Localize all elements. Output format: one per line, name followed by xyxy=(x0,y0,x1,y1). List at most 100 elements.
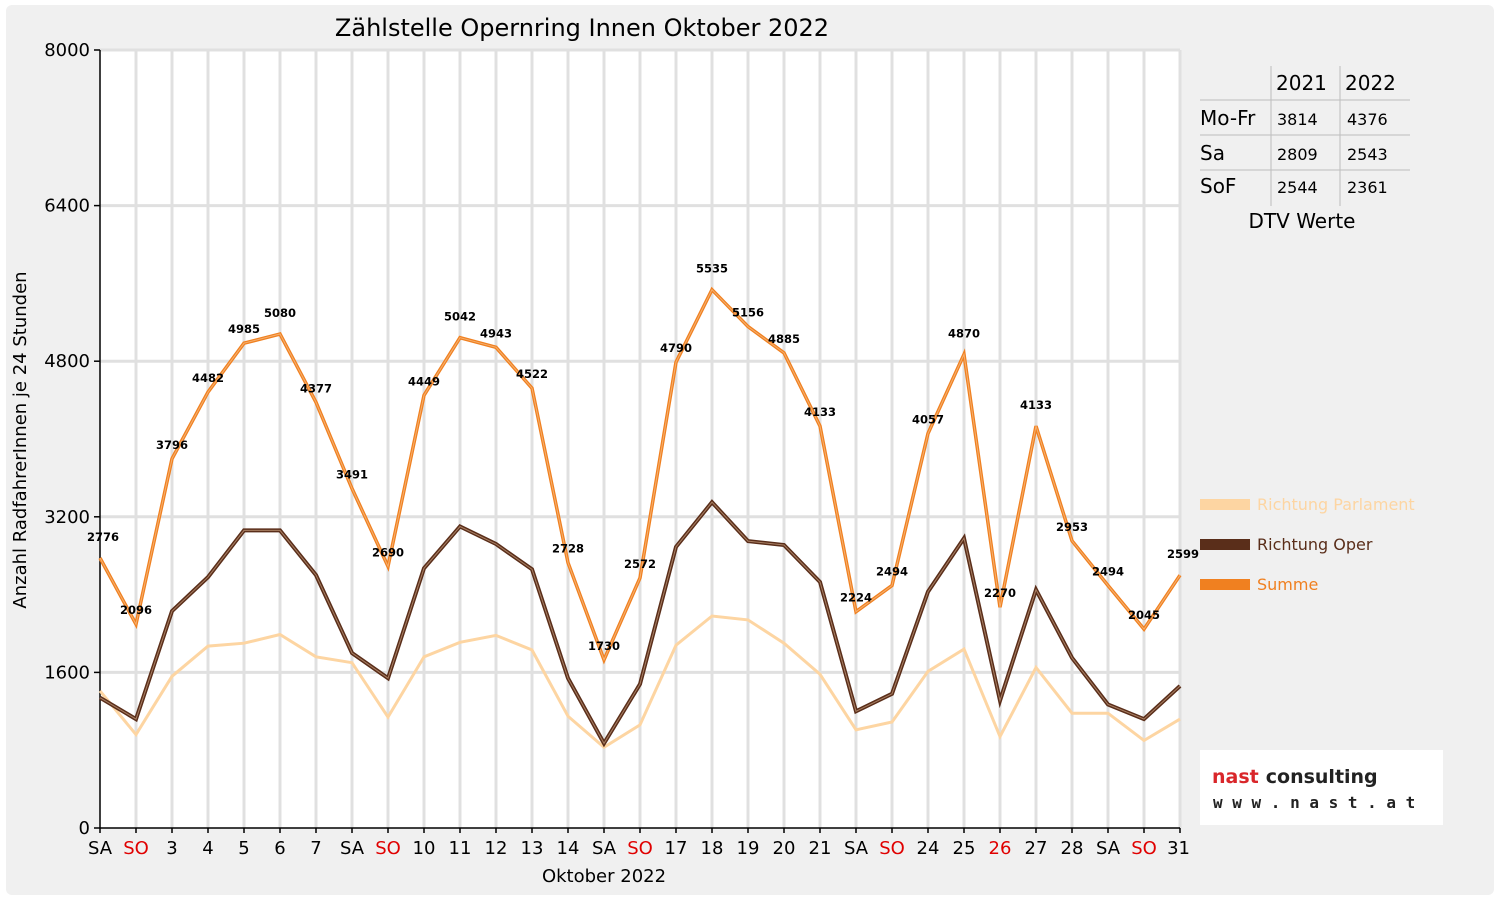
series-line-highlight xyxy=(99,501,1181,745)
data-label: 4522 xyxy=(516,367,548,381)
logo-wordmark: nast consulting xyxy=(1212,766,1378,788)
data-label: 2270 xyxy=(984,586,1016,600)
dtv-year-2021: 2021 xyxy=(1276,71,1327,95)
legend-swatch-oper xyxy=(1200,539,1250,550)
data-label: 4870 xyxy=(948,326,980,340)
y-tick-label: 1600 xyxy=(44,662,90,683)
data-label: 2572 xyxy=(624,557,656,571)
data-label: 2953 xyxy=(1056,520,1088,534)
x-tick-label: 31 xyxy=(1167,838,1190,859)
data-label: 2494 xyxy=(1092,564,1124,578)
x-tick-label: 7 xyxy=(310,838,321,859)
dtv-cell: 4376 xyxy=(1347,110,1388,129)
x-tick-label: 12 xyxy=(485,838,508,859)
series-lines xyxy=(98,286,1182,750)
data-label: 2224 xyxy=(840,591,872,605)
data-label: 2690 xyxy=(372,545,404,559)
x-tick-label: SA xyxy=(1096,838,1121,859)
dtv-cell: 2809 xyxy=(1277,145,1318,164)
x-tick-label: 3 xyxy=(166,838,177,859)
nast-consulting-logo: nast consulting w w w . n a s t . a t xyxy=(1200,750,1443,825)
x-tick-label: 6 xyxy=(274,838,285,859)
data-label: 4133 xyxy=(1020,398,1052,412)
logo-word-nast: nast xyxy=(1212,766,1259,788)
dtv-cell: 2544 xyxy=(1277,178,1318,197)
y-tick-label: 8000 xyxy=(44,40,90,61)
x-tick-label: 5 xyxy=(238,838,249,859)
data-label: 2494 xyxy=(876,564,908,578)
y-tick-label: 3200 xyxy=(44,507,90,528)
x-tick-label: 18 xyxy=(701,838,724,859)
legend-swatch-parlament xyxy=(1200,499,1250,510)
data-label: 1730 xyxy=(588,639,620,653)
x-tick-label: 26 xyxy=(989,838,1012,859)
x-tick-label: SA xyxy=(844,838,869,859)
y-tick-label: 0 xyxy=(79,818,90,839)
x-tick-label: 27 xyxy=(1025,838,1048,859)
data-label: 2776 xyxy=(87,530,119,544)
data-label: 4790 xyxy=(660,341,692,355)
x-tick-label: SO xyxy=(123,838,149,859)
x-tick-label: SA xyxy=(592,838,617,859)
dtv-cell: 2361 xyxy=(1347,178,1388,197)
series-line-highlight xyxy=(99,288,1181,662)
dtv-cell: 3814 xyxy=(1277,110,1318,129)
x-tick-label: 10 xyxy=(413,838,436,859)
x-tick-label: SO xyxy=(627,838,653,859)
data-label: 2599 xyxy=(1167,547,1199,561)
dtv-caption: DTV Werte xyxy=(1249,209,1356,233)
x-tick-label: SO xyxy=(1131,838,1157,859)
y-tick-label: 6400 xyxy=(44,196,90,217)
x-tick-label: SA xyxy=(88,838,113,859)
logo-url: w w w . n a s t . a t xyxy=(1213,793,1415,812)
data-label: 2045 xyxy=(1128,608,1160,622)
y-tick-label: 4800 xyxy=(44,351,90,372)
legend: Richtung Parlament Richtung Oper Summe xyxy=(1200,495,1415,594)
y-axis-title: Anzahl RadfahrerInnen je 24 Stunden xyxy=(10,271,31,608)
data-labels: 2776 2096 3796 4482 4985 5080 4377 3491 2690 4449… xyxy=(87,262,1199,653)
data-label: 3491 xyxy=(336,468,368,482)
legend-label-parlament: Richtung Parlament xyxy=(1257,495,1415,514)
dtv-row-label: Mo-Fr xyxy=(1200,106,1256,130)
data-label: 4133 xyxy=(804,405,836,419)
chart-title: Zählstelle Opernring Innen Oktober 2022 xyxy=(335,14,829,42)
x-tick-labels: SA SO 3 4 5 6 7 SA SO 10 11 12 13 14 SA SO 17 18 19 20 21 SA S… xyxy=(88,838,1190,859)
x-tick-label: 17 xyxy=(665,838,688,859)
data-label: 5535 xyxy=(696,262,728,276)
legend-label-oper: Richtung Oper xyxy=(1257,535,1373,554)
series-line-richtung-parlament xyxy=(98,614,1181,750)
legend-swatch-summe xyxy=(1200,579,1250,590)
data-label: 4943 xyxy=(480,326,512,340)
x-tick-label: SO xyxy=(375,838,401,859)
legend-label-summe: Summe xyxy=(1257,575,1318,594)
data-label: 4885 xyxy=(768,332,800,346)
x-axis-title: Oktober 2022 xyxy=(542,866,666,887)
x-tick-label: 21 xyxy=(809,838,832,859)
data-label: 4377 xyxy=(300,381,332,395)
x-tick-label: 28 xyxy=(1061,838,1084,859)
logo-background xyxy=(1200,750,1443,825)
dtv-row-label: SoF xyxy=(1200,174,1236,198)
x-tick-label: 11 xyxy=(449,838,472,859)
data-label: 5156 xyxy=(732,306,764,320)
x-tick-label: 4 xyxy=(202,838,213,859)
data-label: 5080 xyxy=(264,306,296,320)
data-label: 4057 xyxy=(912,412,944,426)
dtv-year-2022: 2022 xyxy=(1345,71,1396,95)
x-tick-label: SO xyxy=(879,838,905,859)
data-label: 2096 xyxy=(120,603,152,617)
grid xyxy=(100,48,1182,828)
data-label: 4482 xyxy=(192,371,224,385)
data-label: 5042 xyxy=(444,310,476,324)
x-tick-label: 20 xyxy=(773,838,796,859)
data-label: 4449 xyxy=(408,374,440,388)
data-label: 4985 xyxy=(228,322,260,336)
legend-item-parlament: Richtung Parlament xyxy=(1200,495,1415,514)
data-label: 2728 xyxy=(552,542,584,556)
x-tick-label: 19 xyxy=(737,838,760,859)
x-tick-label: SA xyxy=(340,838,365,859)
dtv-table: 2021 2022 Mo-Fr 3814 4376 Sa 2809 2543 S… xyxy=(1200,66,1410,233)
legend-item-oper: Richtung Oper xyxy=(1200,535,1373,554)
data-label: 3796 xyxy=(156,438,188,452)
